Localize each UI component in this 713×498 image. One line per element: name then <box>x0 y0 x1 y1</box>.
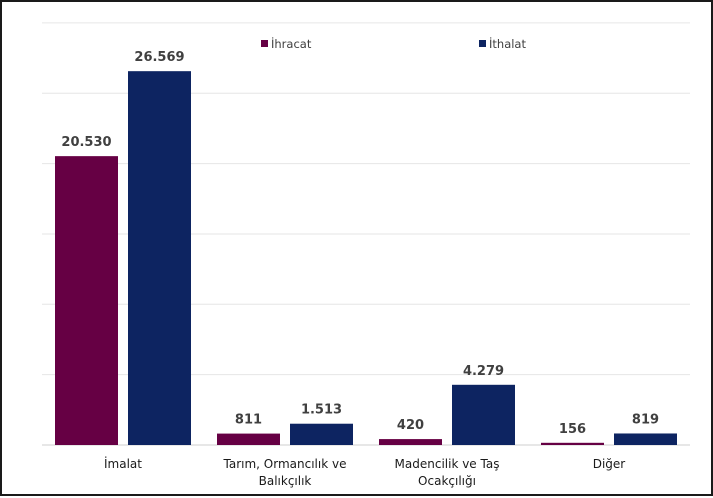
bar-1-1 <box>290 423 353 445</box>
data-label-1-3: 819 <box>632 412 659 427</box>
data-label-1-1: 1.513 <box>301 403 342 418</box>
bar-1-3 <box>614 433 677 445</box>
legend-swatch-1 <box>479 40 486 47</box>
data-label-0-0: 20.530 <box>61 135 111 150</box>
bar-0-1 <box>217 433 280 445</box>
bar-1-0 <box>128 71 191 446</box>
category-label-1: Balıkçılık <box>259 474 312 488</box>
data-label-0-1: 811 <box>235 413 262 428</box>
category-label-2: Ocakçılığı <box>418 474 476 488</box>
category-label-0: İmalat <box>104 456 142 471</box>
category-label-2: Madencilik ve Taş <box>395 457 500 471</box>
data-label-1-2: 4.279 <box>463 364 504 379</box>
legend-swatch-0 <box>261 40 268 47</box>
category-label-3: Diğer <box>593 457 626 471</box>
data-label-0-3: 156 <box>559 422 586 437</box>
bar-1-2 <box>452 384 515 445</box>
data-label-0-2: 420 <box>397 418 424 433</box>
legend-label-1: İthalat <box>489 36 526 51</box>
category-label-1: Tarım, Ormancılık ve <box>223 457 347 471</box>
bar-0-2 <box>379 439 442 445</box>
legend-label-0: İhracat <box>271 36 312 51</box>
bar-0-0 <box>55 156 118 446</box>
data-label-1-0: 26.569 <box>134 50 184 65</box>
bar-0-3 <box>541 442 604 445</box>
